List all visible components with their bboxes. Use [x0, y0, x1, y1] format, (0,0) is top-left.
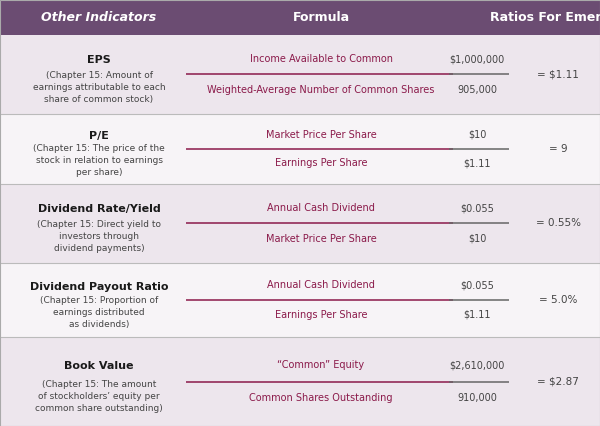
Text: Common Shares Outstanding: Common Shares Outstanding: [249, 393, 393, 403]
Text: “Common” Equity: “Common” Equity: [277, 360, 365, 370]
Text: Annual Cash Dividend: Annual Cash Dividend: [267, 203, 375, 213]
Text: $1,000,000: $1,000,000: [449, 54, 505, 64]
Text: Earnings Per Share: Earnings Per Share: [275, 158, 367, 168]
Bar: [0, 35, 600, 114]
Text: P/E: P/E: [89, 131, 109, 141]
Text: = 0.55%: = 0.55%: [536, 219, 581, 228]
Text: 910,000: 910,000: [457, 393, 497, 403]
Text: = $1.11: = $1.11: [537, 69, 579, 79]
Text: (Chapter 15: The price of the
stock in relation to earnings
per share): (Chapter 15: The price of the stock in r…: [33, 144, 165, 178]
Text: $1.11: $1.11: [463, 310, 491, 320]
Text: $1.11: $1.11: [463, 158, 491, 168]
Text: = 5.0%: = 5.0%: [539, 295, 577, 305]
Text: Ratios For Emerson: Ratios For Emerson: [490, 11, 600, 24]
Text: Book Value: Book Value: [64, 361, 134, 371]
Text: EPS: EPS: [87, 55, 111, 65]
Text: Market Price Per Share: Market Price Per Share: [266, 130, 376, 140]
Text: Income Available to Common: Income Available to Common: [250, 54, 392, 64]
Text: Other Indicators: Other Indicators: [41, 11, 157, 24]
Text: Earnings Per Share: Earnings Per Share: [275, 310, 367, 320]
Text: $10: $10: [468, 130, 486, 140]
Text: $0.055: $0.055: [460, 203, 494, 213]
Text: (Chapter 15: Amount of
earnings attributable to each
share of common stock): (Chapter 15: Amount of earnings attribut…: [32, 71, 166, 104]
Bar: [0, 337, 600, 426]
Text: Dividend Rate/Yield: Dividend Rate/Yield: [38, 204, 160, 214]
Text: Annual Cash Dividend: Annual Cash Dividend: [267, 280, 375, 291]
Bar: [0, 0, 600, 35]
Text: (Chapter 15: Proportion of
earnings distributed
as dividends): (Chapter 15: Proportion of earnings dist…: [40, 296, 158, 329]
Bar: [0, 263, 600, 337]
Text: (Chapter 15: The amount
of stockholders’ equity per
common share outstanding): (Chapter 15: The amount of stockholders’…: [35, 380, 163, 413]
Text: Dividend Payout Ratio: Dividend Payout Ratio: [30, 282, 168, 292]
Text: $2,610,000: $2,610,000: [449, 360, 505, 370]
Text: Weighted-Average Number of Common Shares: Weighted-Average Number of Common Shares: [208, 85, 434, 95]
Text: $0.055: $0.055: [460, 280, 494, 291]
Bar: [0, 114, 600, 184]
Text: Market Price Per Share: Market Price Per Share: [266, 234, 376, 244]
Text: (Chapter 15: Direct yield to
investors through
dividend payments): (Chapter 15: Direct yield to investors t…: [37, 220, 161, 253]
Text: = $2.87: = $2.87: [537, 377, 579, 387]
Text: Formula: Formula: [292, 11, 350, 24]
Text: $10: $10: [468, 234, 486, 244]
Text: = 9: = 9: [548, 144, 568, 154]
Bar: [0, 184, 600, 263]
Text: 905,000: 905,000: [457, 85, 497, 95]
